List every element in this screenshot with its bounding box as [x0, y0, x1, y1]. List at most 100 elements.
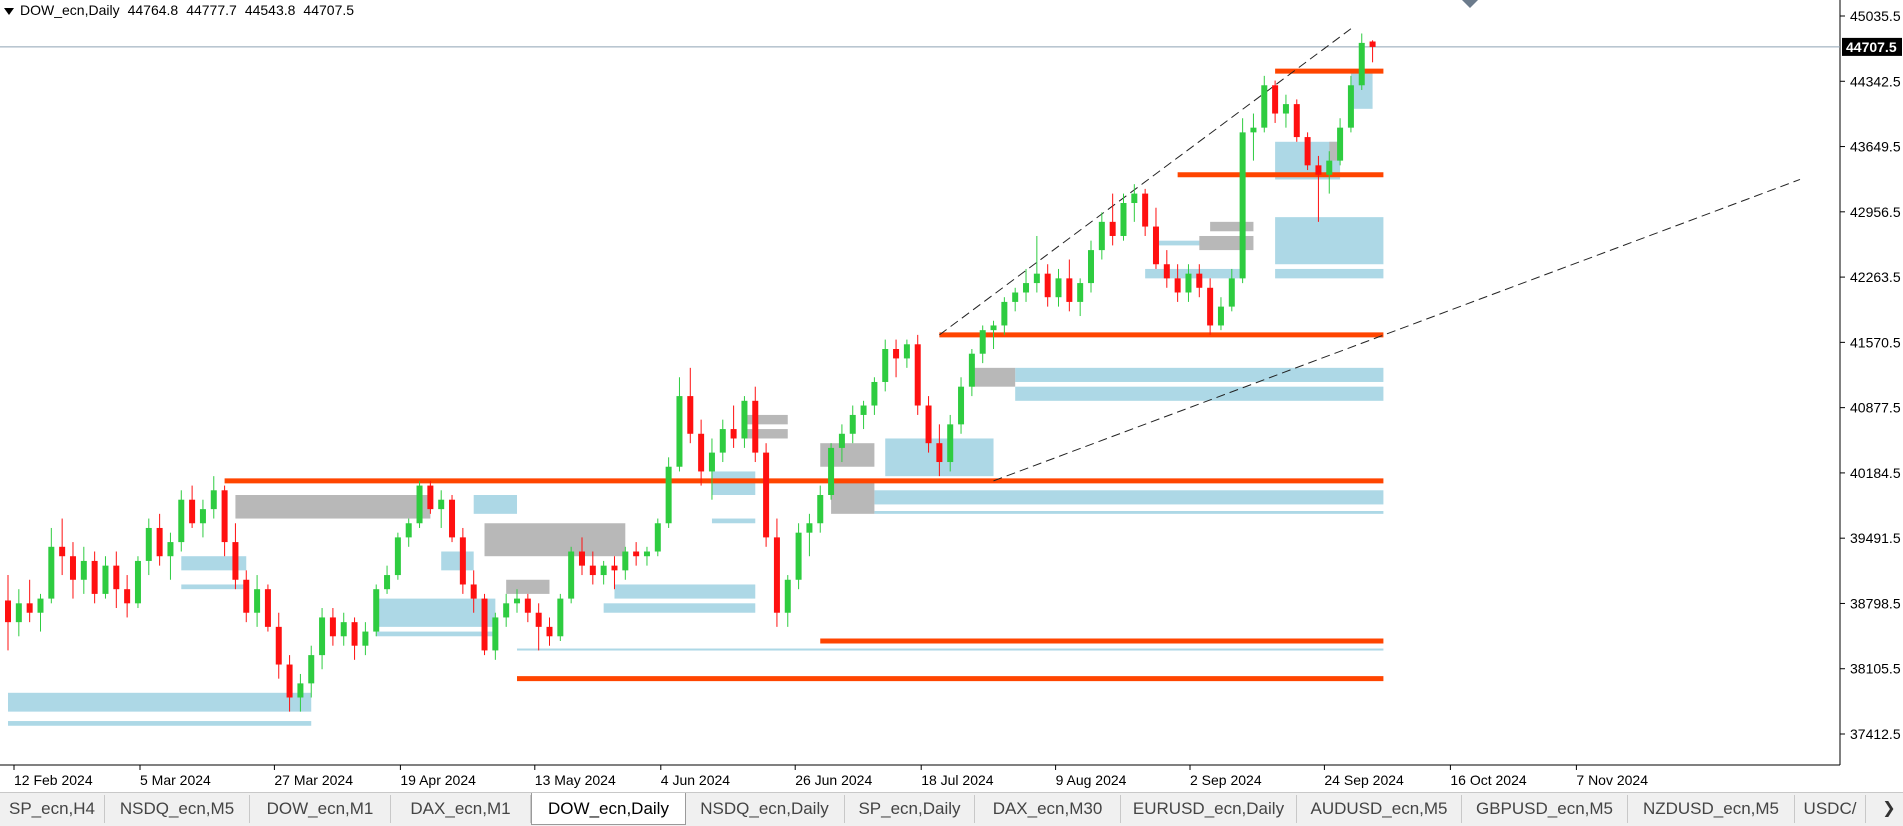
candle-body	[622, 551, 629, 571]
candle-body	[838, 433, 845, 448]
candle-body	[1304, 137, 1311, 166]
price-chart[interactable]: 45035.5 44342.5 43649.5 42956.5 42263.5 41570…	[0, 0, 1903, 790]
candle-body	[1369, 41, 1376, 47]
tab-sp-ecn-daily[interactable]: SP_ecn,Daily	[845, 795, 975, 823]
candle-body	[925, 405, 932, 444]
candle-body	[1066, 278, 1073, 302]
candle-body	[947, 424, 954, 463]
candle-body	[568, 551, 575, 599]
candle-body	[373, 589, 380, 632]
candle-body	[319, 617, 326, 656]
low-value: 44543.8	[244, 2, 296, 18]
tab-nsdq-ecn-m5[interactable]: NSDQ_ecn,M5	[105, 795, 250, 823]
candle-body	[254, 589, 261, 613]
candle-body	[503, 603, 510, 618]
date-tick-label: 26 Jun 2024	[795, 772, 872, 788]
tab-dax-ecn-m1[interactable]: DAX_ecn,M1	[391, 795, 531, 823]
candle-body	[752, 400, 759, 453]
dropdown-triangle-icon[interactable]	[4, 7, 14, 15]
demand-zone	[473, 494, 518, 514]
candle-body	[156, 527, 163, 557]
demand-zone	[1275, 268, 1384, 279]
tab-sp-ecn-h4[interactable]: SP_ecn,H4	[0, 795, 105, 823]
close-value: 44707.5	[303, 2, 355, 18]
tab-dax-ecn-m30[interactable]: DAX_ecn,M30	[975, 795, 1121, 823]
candle-body	[438, 499, 445, 510]
candle-body	[264, 589, 271, 627]
date-tick-label: 16 Oct 2024	[1450, 772, 1526, 788]
supply-zone	[744, 429, 788, 439]
candle-body	[427, 485, 434, 510]
tab-dow-ecn-m1[interactable]: DOW_ecn,M1	[250, 795, 391, 823]
candle-body	[221, 490, 228, 543]
current-price-label: 44707.5	[1846, 39, 1897, 55]
candle-body	[37, 598, 44, 613]
supply-zone	[744, 414, 788, 425]
channel-upper-line	[939, 28, 1352, 336]
candle-body	[1163, 264, 1170, 279]
candle-body	[405, 523, 412, 538]
candle-body	[1012, 292, 1019, 302]
candle-body	[416, 485, 423, 524]
candle-body	[286, 664, 293, 698]
candle-body	[1109, 221, 1116, 236]
tab-dow-ecn-daily[interactable]: DOW_ecn,Daily	[531, 793, 686, 825]
price-tick-label: 42263.5	[1850, 269, 1901, 285]
candle-body	[351, 622, 358, 646]
candle-body	[665, 466, 672, 524]
candle-body	[1196, 273, 1203, 288]
candle-body	[708, 452, 715, 472]
candle-body	[329, 617, 336, 637]
chevron-right-icon[interactable]: ❯	[1882, 800, 1896, 817]
candle-body	[914, 344, 921, 406]
tab-eurusd-ecn-daily[interactable]: EURUSD_ecn,Daily	[1121, 795, 1297, 823]
demand-zone	[874, 511, 1384, 514]
candle-body	[1207, 287, 1214, 326]
tab-audusd-ecn-m5[interactable]: AUDUSD_ecn,M5	[1297, 795, 1462, 823]
candle-body	[849, 414, 856, 434]
candle-body	[1337, 127, 1344, 161]
demand-zone	[8, 721, 312, 726]
candle-body	[48, 546, 55, 599]
candle-body	[1142, 193, 1149, 227]
demand-zone	[1015, 386, 1384, 401]
candle-body	[102, 565, 109, 594]
candle-body	[1228, 278, 1235, 307]
candle-body	[470, 584, 477, 599]
candle-body	[15, 603, 22, 623]
tab-nzdusd-ecn-m5[interactable]: NZDUSD_ecn,M5	[1628, 795, 1795, 823]
candle-body	[860, 405, 867, 415]
tab-gbpusd-ecn-m5[interactable]: GBPUSD_ecn,M5	[1462, 795, 1628, 823]
supply-zone	[971, 367, 1016, 387]
chart-area[interactable]: 45035.5 44342.5 43649.5 42956.5 42263.5 41570…	[0, 0, 1903, 790]
candle-body	[69, 556, 76, 580]
price-tick-label: 45035.5	[1850, 8, 1901, 24]
symbol-label: DOW_ecn,Daily	[20, 2, 120, 18]
candle-body	[600, 565, 607, 576]
price-tick-label: 38798.5	[1850, 595, 1901, 611]
candle-body	[1315, 165, 1322, 175]
date-tick-label: 2 Sep 2024	[1190, 772, 1262, 788]
candle-body	[124, 589, 131, 604]
candle-body	[167, 542, 174, 557]
candle-body	[633, 551, 640, 557]
candle-body	[1023, 283, 1030, 293]
candle-body	[958, 386, 965, 425]
candle-body	[1098, 221, 1105, 251]
price-tick-label: 39491.5	[1850, 530, 1901, 546]
candle-body	[481, 598, 488, 651]
tab-usdc-truncated[interactable]: USDC/	[1795, 795, 1866, 823]
candle-body	[806, 523, 813, 533]
candle-body	[459, 537, 466, 585]
date-tick-label: 12 Feb 2024	[14, 772, 93, 788]
channel-lower-line	[993, 178, 1801, 482]
date-tick-label: 13 May 2024	[535, 772, 616, 788]
price-tick-label: 38105.5	[1850, 661, 1901, 677]
candle-body	[275, 626, 282, 665]
demand-zone	[614, 584, 756, 599]
candle-body	[784, 579, 791, 613]
tab-nsdq-ecn-daily[interactable]: NSDQ_ecn,Daily	[685, 795, 845, 823]
candle-body	[741, 400, 748, 439]
demand-zone	[1015, 367, 1384, 382]
candle-body	[546, 626, 553, 637]
